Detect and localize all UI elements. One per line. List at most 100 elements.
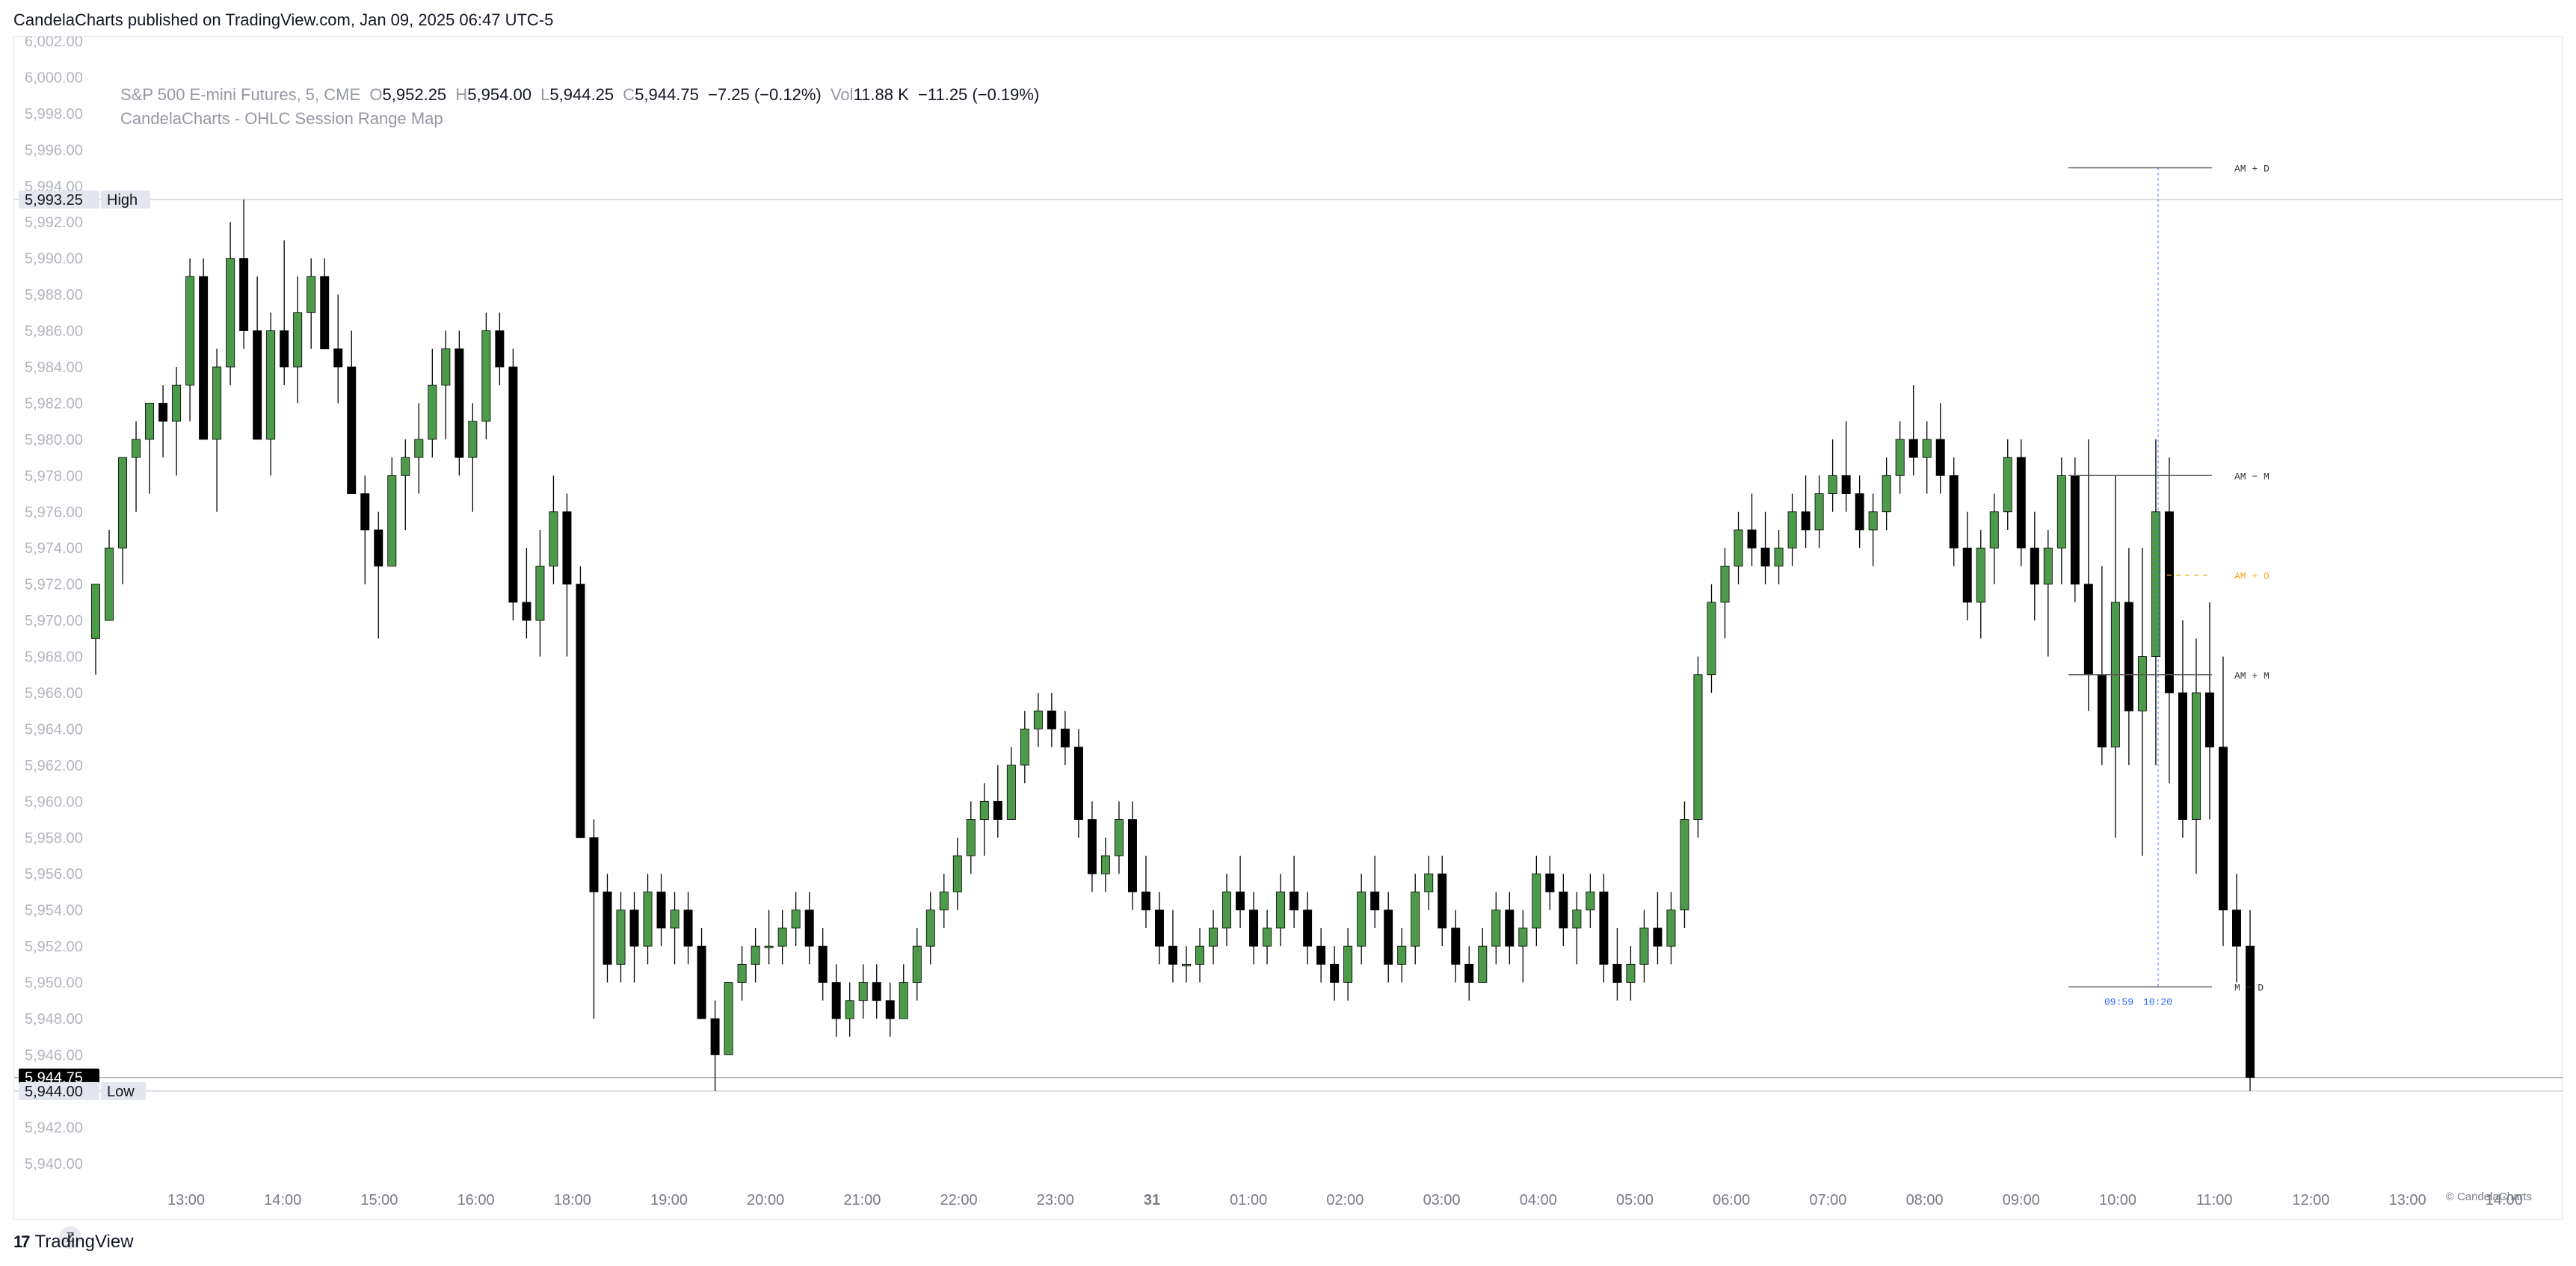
candle-down	[562, 511, 572, 585]
candlestick-chart[interactable]: 6,002.006,000.005,998.005,996.005,994.00…	[14, 37, 2563, 1220]
candle-up	[1532, 873, 1541, 929]
candle-down	[1559, 892, 1568, 929]
candle-down	[2204, 692, 2214, 748]
candle-down	[656, 892, 666, 929]
x-tick-label: 23:00	[1037, 1192, 1074, 1208]
candle-down	[629, 910, 639, 947]
candle-down	[1168, 945, 1177, 965]
candle-down	[1073, 747, 1083, 820]
low-label: L	[540, 85, 550, 104]
chart-legend: S&P 500 E-mini Futures, 5, CME O5,952.25…	[120, 83, 1039, 131]
candle-down	[158, 403, 168, 422]
publish-header: CandelaCharts published on TradingView.c…	[13, 10, 554, 29]
candle-down	[2124, 602, 2133, 711]
open-label: O	[369, 85, 383, 104]
x-tick-label: 20:00	[747, 1192, 784, 1208]
candle-down	[1599, 892, 1609, 965]
candle-down	[993, 800, 1002, 820]
candle-up	[226, 258, 235, 368]
candle-up	[1666, 910, 1676, 947]
candle-down	[2164, 511, 2174, 694]
candle-up	[670, 910, 680, 929]
candle-down	[589, 837, 599, 892]
candle-up	[1478, 945, 1488, 983]
candle-down	[1653, 927, 1663, 947]
candle-down	[2083, 584, 2093, 676]
candle-up	[1680, 819, 1689, 911]
candle-up	[858, 982, 868, 1001]
tradingview-mark-icon: 17	[13, 1232, 31, 1251]
x-tick-label: 08:00	[1906, 1192, 1944, 1208]
y-tick-label: 5,940.00	[25, 1156, 83, 1173]
low-label-bg	[101, 1081, 146, 1100]
y-tick-label: 6,002.00	[25, 37, 83, 50]
candle-up	[212, 366, 222, 440]
y-tick-label: 5,980.00	[25, 432, 83, 448]
session-time-label: 10:20	[2143, 997, 2172, 1008]
candle-up	[91, 584, 100, 639]
candle-up	[1114, 819, 1124, 856]
candle-up	[1357, 892, 1366, 947]
candle-down	[1303, 910, 1313, 947]
high-label: High	[107, 192, 138, 209]
session-level-label: AM + M	[2234, 670, 2270, 682]
candle-up	[441, 348, 451, 386]
candle-up	[1868, 511, 1878, 531]
candle-up	[428, 384, 437, 440]
candle-down	[253, 330, 262, 440]
candle-up	[2137, 656, 2147, 711]
tradingview-brand: TradingView	[34, 1232, 134, 1252]
x-tick-label: 01:00	[1230, 1192, 1267, 1208]
legend-indicator: CandelaCharts - OHLC Session Range Map	[120, 109, 443, 128]
session-level-label: M − D	[2234, 983, 2264, 994]
candle-up	[1343, 945, 1353, 983]
candle-down	[1612, 963, 1622, 983]
x-tick-label: 04:00	[1520, 1192, 1557, 1208]
candle-down	[199, 276, 209, 440]
tradingview-logo[interactable]: 17 TradingView	[13, 1232, 134, 1253]
candle-up	[1693, 674, 1703, 820]
candle-up	[1828, 475, 1837, 494]
legend-close: 5,944.75	[635, 85, 699, 104]
candle-up	[1774, 547, 1784, 566]
candle-up	[751, 945, 760, 965]
candle-up	[1424, 873, 1434, 892]
candle-up	[1787, 511, 1797, 549]
candle-down	[603, 892, 612, 965]
candle-up	[925, 910, 935, 947]
candle-up	[737, 963, 747, 983]
candle-down	[1935, 439, 1945, 476]
candle-down	[1505, 910, 1515, 947]
candle-down	[239, 258, 249, 331]
candle-down	[2178, 692, 2187, 820]
low-price-badge: 5,944.00	[25, 1084, 83, 1100]
candle-down	[1949, 475, 1959, 549]
candle-up	[777, 927, 787, 947]
y-tick-label: 5,950.00	[25, 975, 83, 992]
chart-frame[interactable]: 6,002.00 6,000.00 5,998.00 5,996.00 5,994.00…	[13, 36, 2563, 1249]
y-tick-label: 5,952.00	[25, 939, 83, 955]
candle-up	[1411, 892, 1420, 947]
candle-down	[1141, 892, 1150, 911]
legend-vol-change: −11.25 (−0.19%)	[918, 85, 1040, 104]
candle-down	[1908, 439, 1918, 458]
candle-up	[1895, 439, 1905, 476]
candle-up	[1922, 439, 1932, 458]
candle-down	[818, 945, 828, 983]
candle-down	[1545, 873, 1555, 892]
legend-change: −7.25 (−0.12%)	[708, 85, 822, 104]
candle-down	[320, 276, 330, 350]
high-label: H	[455, 85, 468, 104]
y-tick-label: 5,990.00	[25, 251, 83, 268]
vol-label: Vol	[830, 85, 854, 104]
time-zone-button[interactable]: Z	[59, 1226, 81, 1249]
x-tick-label: 09:00	[2003, 1192, 2040, 1208]
candle-up	[118, 457, 128, 549]
y-tick-label: 5,974.00	[25, 540, 83, 557]
candle-down	[1464, 963, 1474, 983]
candle-up	[1006, 765, 1016, 820]
candle-up	[899, 982, 908, 1019]
y-tick-label: 5,984.00	[25, 359, 83, 376]
candle-down	[576, 584, 585, 839]
y-tick-label: 5,998.00	[25, 106, 83, 123]
